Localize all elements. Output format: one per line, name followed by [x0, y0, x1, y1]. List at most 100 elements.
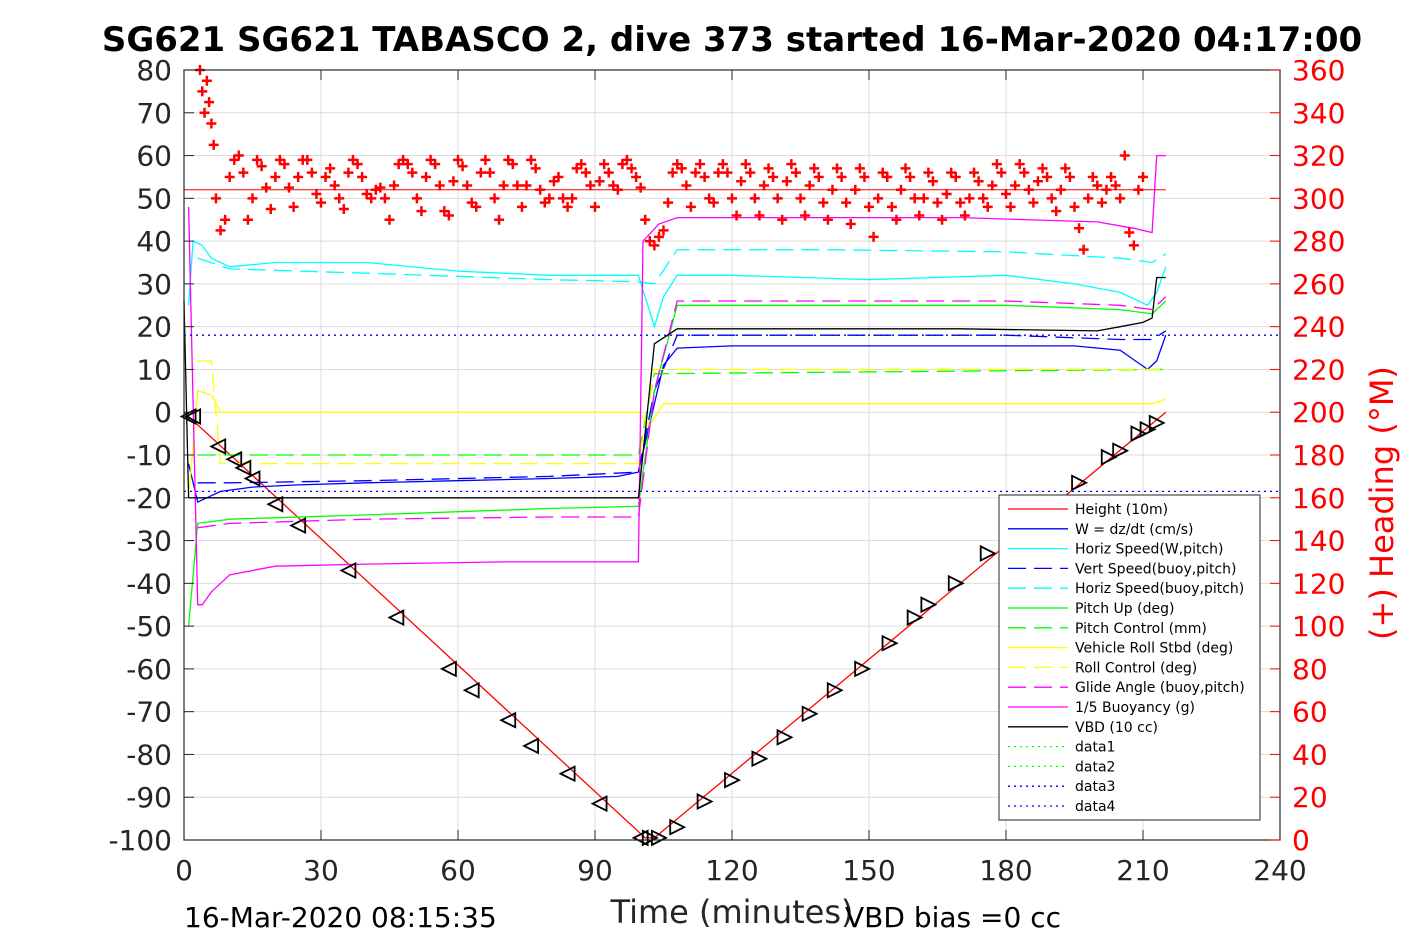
heading-point	[927, 176, 938, 187]
heading-point	[389, 180, 400, 191]
heading-point	[1064, 171, 1075, 182]
heading-point	[206, 118, 217, 129]
depth-marker	[979, 544, 997, 562]
y-left-tick-label: -90	[126, 781, 172, 814]
legend-label: data4	[1075, 799, 1116, 815]
heading-point	[1028, 197, 1039, 208]
heading-point	[777, 214, 788, 225]
series-line-height-10m	[183, 411, 1167, 839]
heading-point	[969, 167, 980, 178]
depth-marker-layer	[179, 408, 1166, 847]
heading-point	[708, 197, 719, 208]
heading-point	[402, 159, 413, 170]
heading-point	[1014, 159, 1025, 170]
heading-point	[1032, 176, 1043, 187]
depth-marker	[439, 660, 457, 678]
depth-marker	[669, 818, 687, 836]
heading-point	[827, 184, 838, 195]
heading-point	[818, 197, 829, 208]
x-tick-label: 30	[303, 854, 339, 887]
legend-label: Vehicle Roll Stbd (deg)	[1075, 641, 1233, 657]
y-left-ticks: 80 70 60 50 40 30 20 10 0 -10 -20 -30 -40 -50 -60 -70 -8…	[108, 54, 194, 857]
legend-label: data3	[1075, 779, 1115, 795]
heading-point	[621, 154, 632, 165]
y-left-tick-label: 70	[136, 97, 172, 130]
heading-point	[758, 180, 769, 191]
legend-label: Glide Angle (buoy,pitch)	[1075, 680, 1245, 696]
heading-point	[836, 171, 847, 182]
y-left-tick-label: 10	[136, 353, 172, 386]
depth-marker	[1071, 474, 1089, 492]
depth-marker	[751, 750, 769, 768]
legend-label: 1/5 Buoyancy (g)	[1075, 700, 1195, 716]
depth-marker	[590, 795, 608, 813]
heading-point	[731, 210, 742, 221]
heading-point	[914, 210, 925, 221]
heading-point	[302, 154, 313, 165]
x-ticks: 0 30 60 90 120 150 180 210 240	[175, 70, 1307, 887]
y-right-tick-label: 260	[1292, 268, 1345, 301]
heading-point	[1083, 193, 1094, 204]
heading-point	[978, 193, 989, 204]
heading-point	[891, 214, 902, 225]
y-left-tick-label: -40	[126, 567, 172, 600]
y-left-tick-label: -60	[126, 653, 172, 686]
series-line-horiz-speed-buoy-pitch	[197, 249, 1167, 285]
heading-point	[1005, 201, 1016, 212]
heading-point	[489, 193, 500, 204]
heading-point	[407, 167, 418, 178]
heading-point	[261, 182, 272, 193]
y-right-tick-label: 80	[1292, 653, 1328, 686]
heading-point	[667, 167, 678, 178]
depth-marker	[243, 470, 261, 487]
heading-point	[864, 201, 874, 212]
legend-label: VBD (10 cc)	[1075, 720, 1158, 736]
heading-point	[265, 204, 276, 215]
x-tick-label: 180	[979, 854, 1032, 887]
heading-point	[521, 180, 532, 191]
heading-point	[576, 159, 587, 170]
heading-point	[1046, 193, 1057, 204]
x-tick-label: 240	[1253, 854, 1306, 887]
heading-point	[224, 171, 235, 182]
heading-point	[544, 193, 555, 204]
legend-label: W = dz/dt (cm/s)	[1075, 522, 1194, 538]
heading-point	[635, 182, 646, 193]
legend-label: Pitch Control (mm)	[1075, 621, 1207, 637]
heading-point	[270, 171, 281, 182]
heading-point	[1115, 193, 1126, 204]
y-right-tick-label: 120	[1292, 567, 1345, 600]
heading-point	[498, 180, 509, 191]
heading-point	[736, 176, 747, 187]
heading-point	[804, 180, 815, 191]
heading-point	[553, 171, 564, 182]
heading-point	[699, 171, 710, 182]
heading-point	[215, 225, 226, 236]
heading-point	[1010, 180, 1021, 191]
legend-label: Horiz Speed(W,pitch)	[1075, 542, 1223, 558]
heading-point	[786, 159, 797, 170]
heading-point	[713, 167, 724, 178]
heading-point	[685, 201, 696, 212]
depth-marker	[522, 737, 539, 755]
heading-point	[384, 214, 395, 225]
heading-point	[201, 75, 212, 86]
x-axis-label: Time (minutes)	[610, 893, 854, 931]
heading-point	[411, 193, 422, 204]
heading-point	[199, 107, 210, 118]
y-left-tick-label: -50	[126, 610, 172, 643]
heading-point	[727, 193, 737, 204]
heading-point	[562, 201, 573, 212]
y-right-tick-label: 60	[1292, 696, 1328, 729]
x-tick-label: 120	[705, 854, 758, 887]
heading-point	[535, 184, 546, 195]
heading-point	[430, 159, 441, 170]
heading-point	[462, 180, 473, 191]
heading-point	[873, 193, 884, 204]
y-right-tick-label: 40	[1292, 738, 1328, 771]
heading-point	[663, 197, 674, 208]
y-left-tick-label: 50	[136, 182, 172, 215]
series-line-glide-angle-buoy-pitch	[197, 296, 1167, 529]
heading-point	[329, 180, 340, 191]
heading-point	[653, 231, 664, 242]
